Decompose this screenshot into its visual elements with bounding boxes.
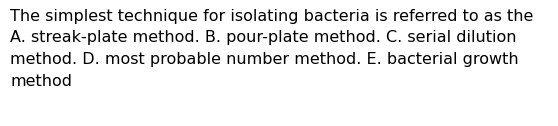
Text: The simplest technique for isolating bacteria is referred to as the
A. streak-pl: The simplest technique for isolating bac…	[10, 9, 533, 89]
